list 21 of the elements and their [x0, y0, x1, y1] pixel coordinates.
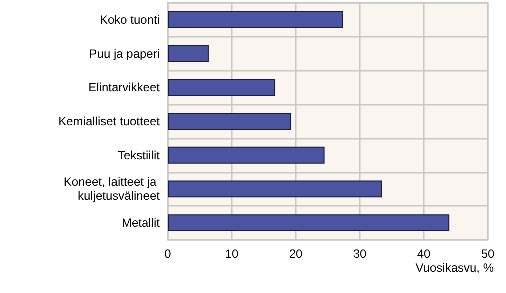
bar	[168, 113, 292, 130]
x-tick-label: 40	[417, 247, 431, 261]
bar	[168, 79, 276, 96]
x-tick-label: 50	[481, 247, 495, 261]
x-tick-label: 20	[289, 247, 303, 261]
x-tick-label: 0	[164, 247, 172, 261]
bar	[168, 11, 344, 28]
y-tick-label: Koko tuonti	[100, 12, 160, 27]
y-tick-label: Elintarvikkeet	[88, 80, 161, 95]
x-tick-label: 30	[353, 247, 367, 261]
bar	[168, 180, 382, 198]
y-tick-label: Tekstiilit	[118, 148, 161, 162]
x-tick-label: 10	[225, 247, 239, 261]
y-tick-label: Metallit	[122, 216, 161, 230]
bar	[168, 45, 209, 62]
x-axis-title: Vuosikasvu, %	[416, 261, 494, 275]
bar	[168, 214, 450, 232]
y-tick-label: Kemialliset tuotteet	[58, 114, 161, 128]
y-tick-label: Koneet, laitteet ja kuljetusvälineet	[64, 175, 161, 204]
y-tick-label: Puu ja paperi	[89, 46, 160, 61]
bar	[168, 146, 325, 164]
